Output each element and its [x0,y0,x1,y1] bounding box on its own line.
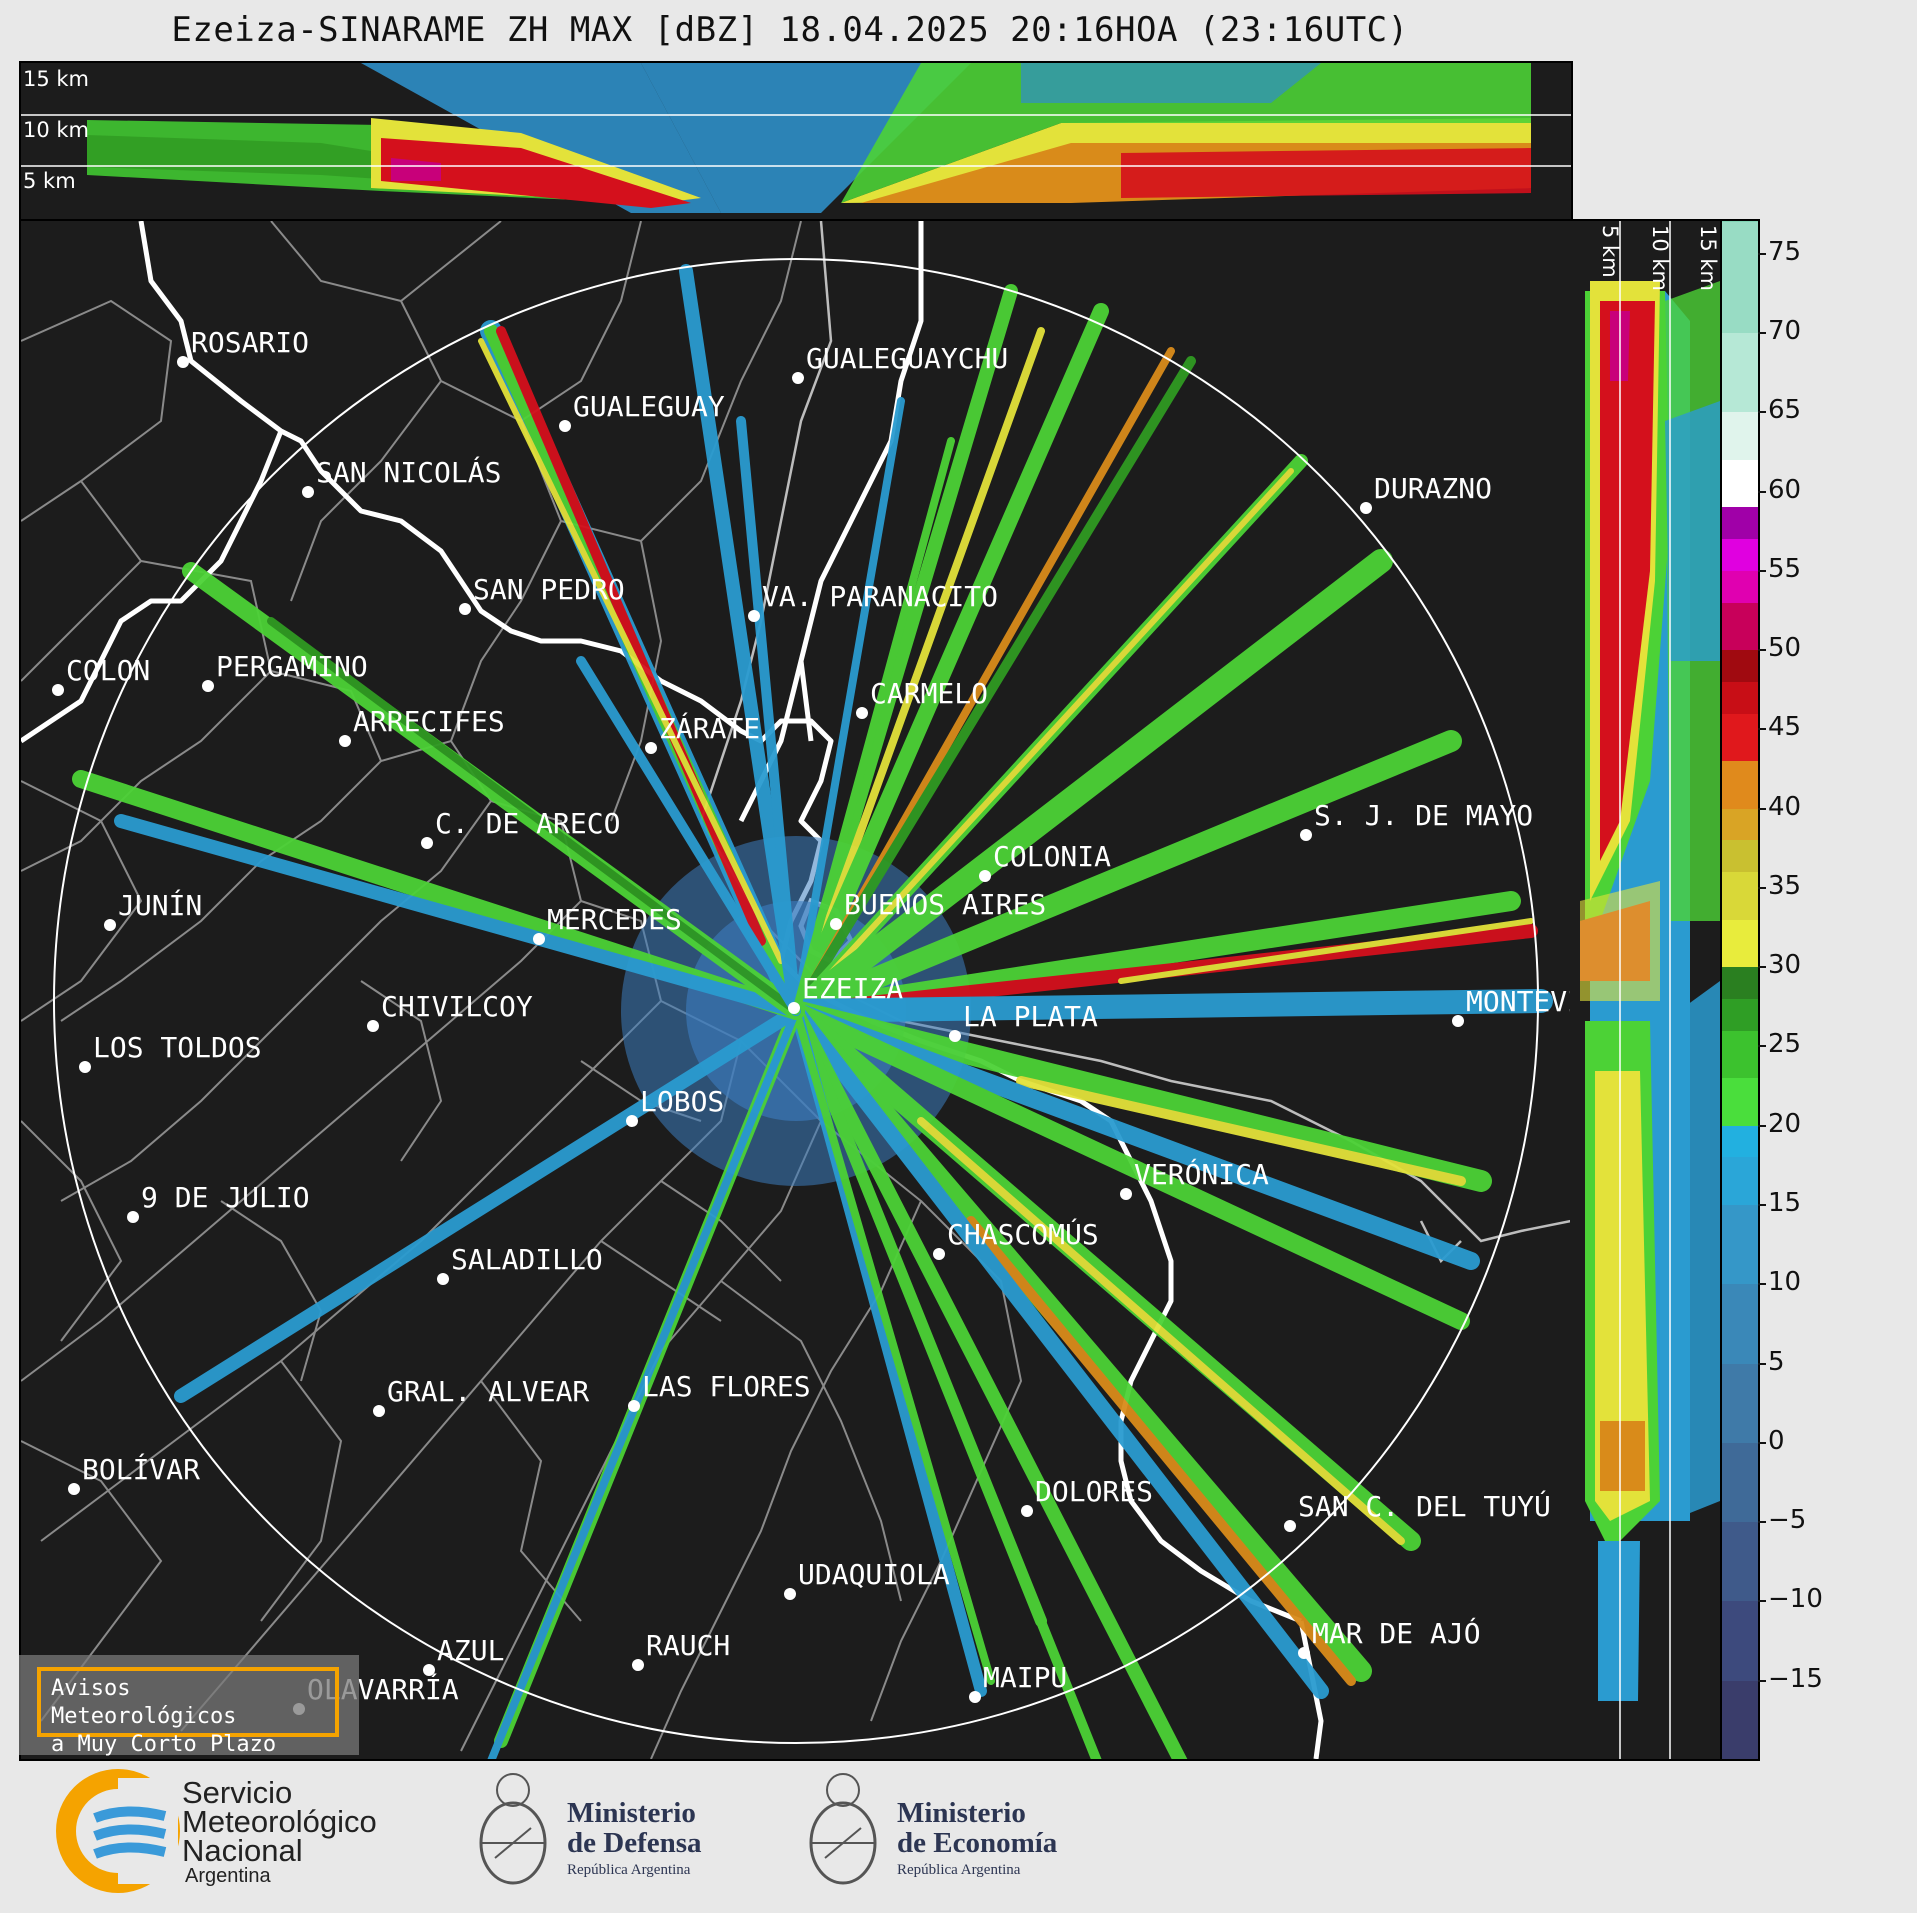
defensa-logo-text: Ministerio de Defensa [567,1797,702,1859]
side-cross-section-panel: 5 km 10 km 15 km [1570,219,1722,1761]
colorbar-cell [1722,918,1758,968]
colorbar-cell [1722,1124,1758,1158]
colorbar [1720,219,1760,1761]
avisos-line1: Avisos Meteorológicos [51,1676,237,1729]
side-km-label: 10 km [1648,225,1672,292]
colorbar-cell [1722,1077,1758,1126]
top-cross-section-plot [21,63,1571,213]
colorbar-cell [1722,807,1758,841]
colorbar-cell [1722,569,1758,603]
top-km-label: 10 km [23,118,90,142]
side-km-label: 5 km [1598,225,1622,278]
coat-of-arms-icon [809,1773,877,1885]
economia-logo-text: Ministerio de Economía [897,1797,1058,1859]
colorbar-cell [1722,538,1758,571]
smn-logo-icon [56,1769,180,1893]
radar-map-panel: ROSARIO GUALEGUAYCHU GUALEGUAY SAN NICOL… [19,219,1573,1761]
defensa-logo-subtitle: República Argentina [567,1862,691,1878]
colorbar-cell [1722,221,1758,333]
colorbar-cell [1722,506,1758,540]
colorbar-cell [1722,1029,1758,1079]
side-cross-section-plot [1580,221,1720,1759]
colorbar-cell [1722,712,1758,762]
colorbar-cell [1722,839,1758,873]
colorbar-cell [1722,997,1758,1031]
colorbar-cell [1722,1362,1758,1443]
colorbar-cell [1722,680,1758,714]
colorbar-cell [1722,1679,1758,1759]
avisos-box: Avisos Meteorológicos a Muy Corto Plazo [37,1667,339,1757]
colorbar-cell [1722,1156,1758,1206]
colorbar-cell [1722,1521,1758,1602]
colorbar-cell [1722,871,1758,920]
radar-echo-rays [72,264,1553,1759]
top-cross-section-panel: 15 km 10 km 5 km [19,61,1573,222]
smn-logo-text: Servicio Meteorológico Nacional [182,1775,377,1868]
footer [0,1758,1917,1909]
coat-of-arms-icon [479,1773,547,1885]
page-title: Ezeiza-SINARAME ZH MAX [dBZ] 18.04.2025 … [171,10,1409,50]
economia-logo-subtitle: República Argentina [897,1862,1021,1878]
top-km-label: 5 km [23,169,76,193]
footer-logos [56,1769,877,1893]
colorbar-cell [1722,649,1758,682]
smn-logo-subtitle: Argentina [185,1865,271,1887]
colorbar-cell [1722,331,1758,413]
avisos-panel: Avisos Meteorológicos a Muy Corto Plazo [19,1655,359,1757]
colorbar-cell [1722,458,1758,508]
avisos-line2: a Muy Corto Plazo [51,1732,277,1757]
colorbar-cell [1722,1600,1758,1681]
colorbar-cell [1722,221,1758,222]
top-km-label: 15 km [23,67,90,91]
colorbar-cell [1722,601,1758,651]
colorbar-cell [1722,760,1758,809]
colorbar-cell [1722,966,1758,999]
colorbar-cell [1722,1441,1758,1523]
colorbar-cell [1722,1283,1758,1364]
radar-map [21,221,1571,1759]
colorbar-cell [1722,1204,1758,1285]
colorbar-cell [1722,411,1758,460]
colorbar-ticks: 75 70 65 60 55 50 45 40 35 30 25 20 15 10 5 0 −5 −10 −15 [1758,219,1858,1759]
side-km-label: 15 km [1696,225,1720,292]
